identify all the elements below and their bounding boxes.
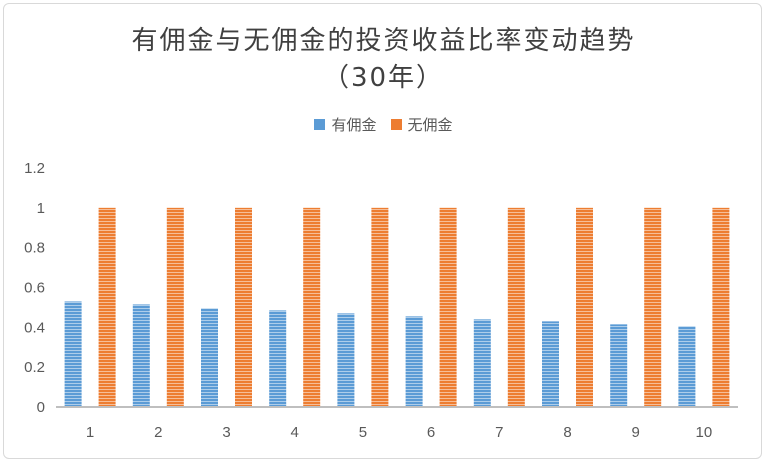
bar-with-commission-1 bbox=[64, 301, 82, 407]
legend-label-no-commission: 无佣金 bbox=[407, 116, 453, 134]
y-tick-label: 1.2 bbox=[24, 160, 45, 177]
legend-swatch-no-commission bbox=[390, 119, 402, 130]
y-tick-label: 0.4 bbox=[24, 319, 45, 336]
bar-no-commission-10 bbox=[712, 207, 730, 407]
bar-no-commission-9 bbox=[644, 207, 662, 407]
bar-no-commission-1 bbox=[98, 207, 116, 407]
bar-with-commission-3 bbox=[201, 308, 218, 407]
y-tick-label: 0 bbox=[37, 399, 45, 416]
x-tick-label: 10 bbox=[696, 424, 713, 441]
chart-subtitle: （30年） bbox=[322, 63, 445, 93]
bar-no-commission-2 bbox=[166, 207, 184, 407]
chart-title: 有佣金与无佣金的投资收益比率变动趋势 bbox=[131, 26, 636, 56]
y-tick-label: 0.6 bbox=[24, 280, 45, 297]
legend-label-with-commission: 有佣金 bbox=[331, 116, 377, 134]
bar-no-commission-8 bbox=[576, 207, 593, 407]
y-tick-label: 1 bbox=[37, 200, 45, 217]
bar-with-commission-4 bbox=[269, 310, 287, 407]
x-tick-label: 8 bbox=[563, 424, 571, 441]
x-tick-label: 9 bbox=[632, 424, 640, 441]
bar-no-commission-6 bbox=[439, 207, 457, 407]
bar-with-commission-8 bbox=[542, 321, 559, 407]
legend: 有佣金 无佣金 bbox=[0, 114, 767, 135]
x-tick-label: 5 bbox=[359, 424, 367, 441]
bar-no-commission-4 bbox=[303, 207, 321, 407]
bar-no-commission-3 bbox=[235, 207, 252, 407]
bar-with-commission-7 bbox=[473, 319, 491, 407]
bar-with-commission-6 bbox=[405, 316, 423, 407]
bar-with-commission-9 bbox=[610, 324, 628, 407]
bar-with-commission-10 bbox=[678, 326, 696, 407]
bar-with-commission-5 bbox=[337, 313, 355, 407]
x-tick-label: 6 bbox=[427, 424, 435, 441]
x-tick-label: 3 bbox=[222, 424, 230, 441]
x-tick-label: 4 bbox=[291, 424, 299, 441]
x-tick-label: 2 bbox=[154, 424, 162, 441]
x-tick-label: 1 bbox=[86, 424, 94, 441]
legend-item-no-commission: 无佣金 bbox=[390, 114, 453, 135]
bar-no-commission-7 bbox=[507, 207, 525, 407]
legend-swatch-with-commission bbox=[314, 119, 326, 130]
bar-with-commission-2 bbox=[132, 304, 150, 407]
y-tick-label: 0.2 bbox=[24, 359, 45, 376]
y-tick-label: 0.8 bbox=[24, 240, 45, 257]
legend-item-with-commission: 有佣金 bbox=[314, 114, 377, 135]
bar-no-commission-5 bbox=[371, 207, 389, 407]
x-tick-label: 7 bbox=[495, 424, 503, 441]
